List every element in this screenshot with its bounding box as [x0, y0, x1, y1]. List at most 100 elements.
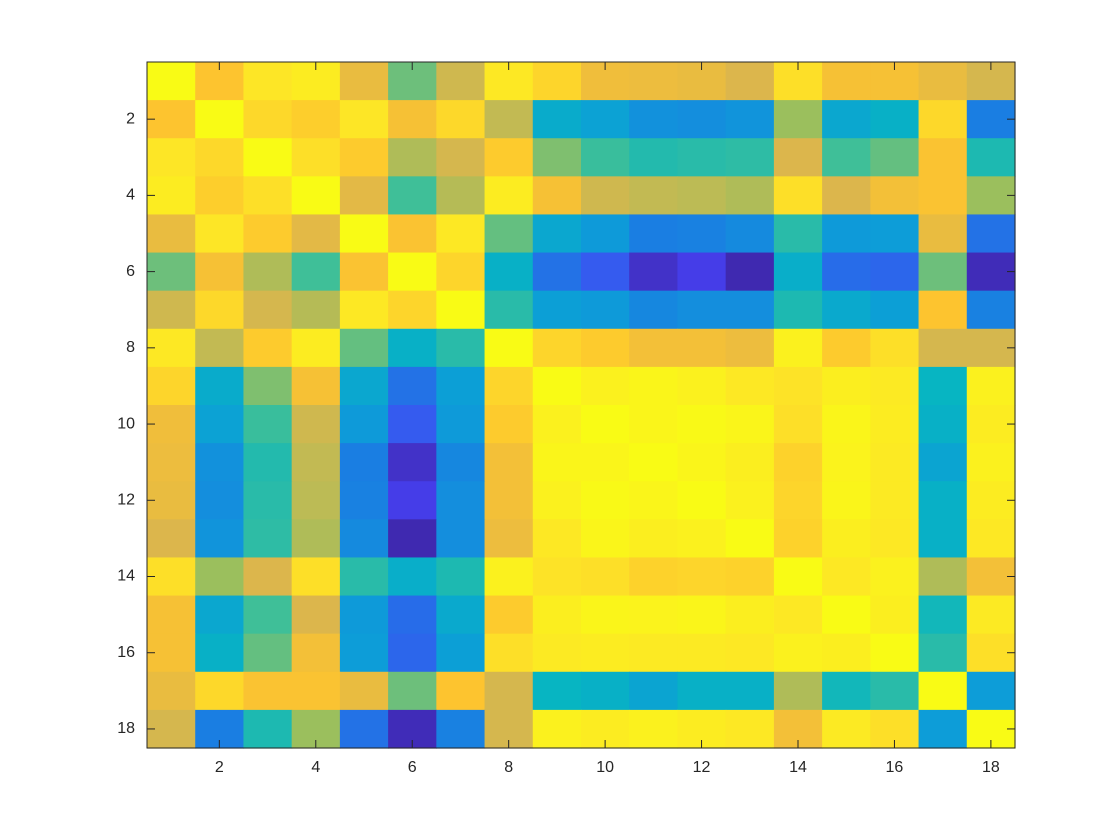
heatmap-cell: [581, 481, 630, 520]
heatmap-cell: [677, 366, 727, 406]
heatmap-cell: [436, 481, 486, 520]
heatmap-cell: [532, 709, 582, 749]
heatmap-cell: [822, 62, 871, 101]
heatmap-cell: [388, 100, 437, 139]
heatmap-cell: [291, 214, 341, 254]
heatmap-cell: [484, 366, 534, 406]
heatmap-cell: [966, 214, 1016, 254]
heatmap-cell: [629, 557, 679, 597]
heatmap-cell: [436, 709, 486, 749]
heatmap-cell: [532, 405, 582, 444]
heatmap-cell: [339, 557, 389, 597]
heatmap-cell: [677, 328, 727, 368]
heatmap-cell: [388, 366, 437, 406]
heatmap-cell: [870, 671, 920, 711]
heatmap-cell: [725, 138, 775, 177]
heatmap-cell: [195, 595, 245, 635]
heatmap-cell: [484, 519, 534, 559]
heatmap-cell: [339, 443, 389, 482]
heatmap-cell: [484, 290, 534, 330]
heatmap-cell: [147, 62, 196, 101]
heatmap-cell: [147, 366, 196, 406]
heatmap-cell: [532, 481, 582, 520]
heatmap-cell: [388, 252, 437, 292]
heatmap-cell: [339, 519, 389, 559]
heatmap-cell: [195, 100, 245, 139]
heatmap-cell: [436, 557, 486, 597]
heatmap-cell: [195, 481, 245, 520]
heatmap-cells: [147, 62, 1016, 749]
heatmap-cell: [291, 443, 341, 482]
y-tick-label: 18: [117, 720, 135, 737]
heatmap-cell: [581, 290, 630, 330]
heatmap-cell: [581, 595, 630, 635]
heatmap-cell: [243, 214, 293, 254]
heatmap-cell: [195, 671, 245, 711]
heatmap-cell: [773, 366, 823, 406]
heatmap-cell: [532, 557, 582, 597]
heatmap-cell: [339, 328, 389, 368]
heatmap-cell: [725, 176, 775, 216]
heatmap-cell: [918, 138, 968, 177]
heatmap-cell: [918, 366, 968, 406]
heatmap-cell: [966, 290, 1016, 330]
y-tick-label: 8: [126, 339, 135, 356]
heatmap-cell: [822, 481, 871, 520]
heatmap-cell: [870, 519, 920, 559]
heatmap-cell: [484, 595, 534, 635]
heatmap-cell: [532, 443, 582, 482]
heatmap-cell: [677, 595, 727, 635]
heatmap-cell: [484, 405, 534, 444]
heatmap-cell: [147, 328, 196, 368]
heatmap-cell: [388, 595, 437, 635]
heatmap-cell: [581, 328, 630, 368]
heatmap-cell: [147, 138, 196, 177]
heatmap-cell: [773, 214, 823, 254]
heatmap-cell: [532, 214, 582, 254]
heatmap-cell: [773, 481, 823, 520]
heatmap-cell: [388, 290, 437, 330]
heatmap-cell: [725, 366, 775, 406]
heatmap-cell: [388, 519, 437, 559]
heatmap-cell: [629, 328, 679, 368]
heatmap-cell: [629, 366, 679, 406]
heatmap-cell: [629, 671, 679, 711]
heatmap-cell: [243, 557, 293, 597]
heatmap-cell: [918, 709, 968, 749]
heatmap-cell: [918, 633, 968, 673]
heatmap-cell: [147, 671, 196, 711]
heatmap-cell: [339, 633, 389, 673]
heatmap-cell: [677, 138, 727, 177]
heatmap-cell: [291, 519, 341, 559]
heatmap-cell: [532, 633, 582, 673]
heatmap-cell: [195, 633, 245, 673]
heatmap-cell: [291, 557, 341, 597]
heatmap-cell: [725, 328, 775, 368]
heatmap-cell: [677, 443, 727, 482]
heatmap-cell: [484, 633, 534, 673]
heatmap-cell: [677, 671, 727, 711]
heatmap-cell: [436, 633, 486, 673]
heatmap-cell: [195, 328, 245, 368]
heatmap-cell: [725, 252, 775, 292]
heatmap-cell: [677, 481, 727, 520]
heatmap-cell: [436, 328, 486, 368]
heatmap-cell: [581, 633, 630, 673]
heatmap-cell: [773, 100, 823, 139]
heatmap-cell: [870, 366, 920, 406]
heatmap-cell: [195, 214, 245, 254]
heatmap-cell: [243, 176, 293, 216]
heatmap-cell: [484, 214, 534, 254]
heatmap-cell: [677, 214, 727, 254]
heatmap-cell: [773, 443, 823, 482]
heatmap-cell: [822, 405, 871, 444]
heatmap-cell: [147, 557, 196, 597]
heatmap-cell: [339, 138, 389, 177]
heatmap-cell: [388, 328, 437, 368]
heatmap-cell: [339, 405, 389, 444]
heatmap-cell: [339, 252, 389, 292]
heatmap-cell: [243, 252, 293, 292]
heatmap-cell: [725, 633, 775, 673]
heatmap-cell: [436, 252, 486, 292]
heatmap-cell: [822, 100, 871, 139]
